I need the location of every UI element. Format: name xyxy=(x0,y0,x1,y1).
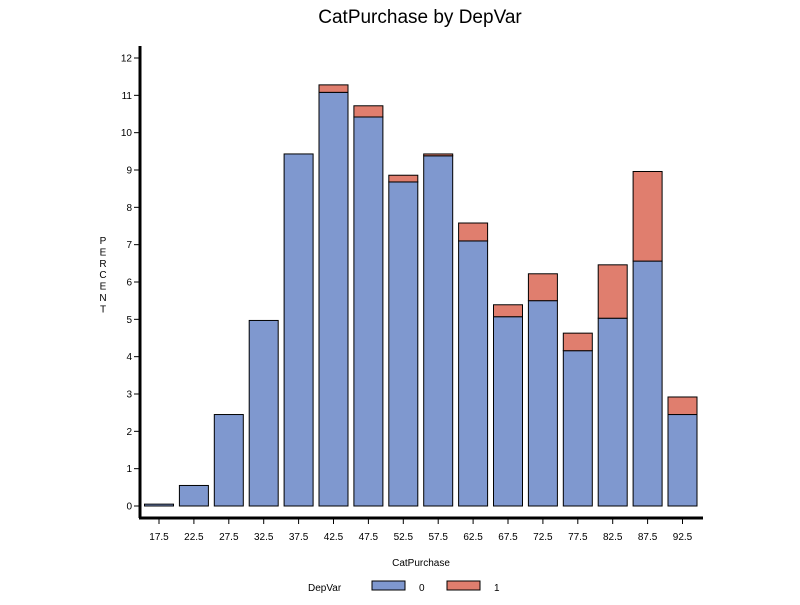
bar-segment-series-1 xyxy=(632,170,663,262)
x-tick-label: 27.5 xyxy=(219,532,239,543)
bar-segment-series-1 xyxy=(527,273,558,302)
bar-segment-series-0 xyxy=(597,317,628,507)
x-tick-label: 32.5 xyxy=(254,532,274,543)
bar-segment-series-0 xyxy=(283,153,314,507)
y-tick-label: 8 xyxy=(126,203,132,214)
bar-segment-series-1 xyxy=(562,332,593,352)
y-axis-label-letter: E xyxy=(100,247,107,258)
y-tick-label: 4 xyxy=(126,352,132,363)
x-ticks-layer: 17.5 22.5 27.5 32.5 37.5 42.5 47.5 52.5 57.5 62.5… xyxy=(149,518,693,543)
x-tick-label: 82.5 xyxy=(603,532,623,543)
y-axis-label-letter: R xyxy=(99,259,106,270)
bar-segment-series-0 xyxy=(423,155,454,507)
bar-segment-series-0 xyxy=(318,91,349,507)
legend-title: DepVar xyxy=(308,583,342,594)
y-tick-label: 10 xyxy=(121,128,133,139)
bar-segment-series-1 xyxy=(458,222,489,242)
x-tick-label: 37.5 xyxy=(289,532,309,543)
x-tick-label: 72.5 xyxy=(533,532,553,543)
y-tick-label: 9 xyxy=(126,166,132,177)
legend-swatch-series-1 xyxy=(446,580,481,591)
bar-segment-series-0 xyxy=(144,503,174,507)
bar-segment-series-0 xyxy=(527,300,558,507)
bar-segment-series-0 xyxy=(388,181,419,507)
y-tick-label: 5 xyxy=(126,315,132,326)
x-tick-label: 52.5 xyxy=(394,532,414,543)
y-tick-label: 1 xyxy=(126,464,132,475)
y-axis-label-letter: T xyxy=(100,304,106,315)
x-tick-label: 92.5 xyxy=(673,532,693,543)
bar-segment-series-0 xyxy=(458,240,489,507)
y-tick-label: 2 xyxy=(126,427,132,438)
y-axis-label-letter: E xyxy=(100,282,107,293)
x-tick-label: 22.5 xyxy=(184,532,204,543)
y-axis-label-letter: N xyxy=(99,293,106,304)
x-tick-label: 87.5 xyxy=(638,532,658,543)
bar-segment-series-0 xyxy=(213,414,244,507)
y-tick-label: 3 xyxy=(126,390,132,401)
bar-segment-series-0 xyxy=(178,484,209,507)
chart-title: CatPurchase by DepVar xyxy=(318,7,522,28)
bar-segment-series-0 xyxy=(667,414,698,507)
x-tick-label: 47.5 xyxy=(359,532,379,543)
y-tick-label: 0 xyxy=(126,502,132,513)
y-axis-label-letter: P xyxy=(100,236,107,247)
y-tick-label: 6 xyxy=(126,278,132,289)
legend-swatch-series-0 xyxy=(371,580,406,591)
bar-segment-series-1 xyxy=(353,105,384,118)
bar-segment-series-1 xyxy=(388,174,419,183)
bar-segment-series-0 xyxy=(562,350,593,507)
bar-segment-series-1 xyxy=(597,264,628,319)
x-tick-label: 67.5 xyxy=(498,532,518,543)
x-tick-label: 57.5 xyxy=(428,532,448,543)
x-tick-label: 42.5 xyxy=(324,532,344,543)
x-axis-label: CatPurchase xyxy=(392,558,450,569)
legend-label-series-1: 1 xyxy=(494,583,500,594)
bar-segment-series-0 xyxy=(353,116,384,507)
y-tick-label: 12 xyxy=(121,54,133,65)
bar-segment-series-0 xyxy=(632,260,663,507)
legend-label-series-0: 0 xyxy=(419,583,425,594)
x-tick-label: 77.5 xyxy=(568,532,588,543)
bar-segment-series-1 xyxy=(667,396,698,416)
bar-segment-series-0 xyxy=(493,316,523,507)
y-tick-label: 11 xyxy=(122,91,133,102)
y-tick-label: 7 xyxy=(126,240,132,251)
x-tick-label: 62.5 xyxy=(463,532,483,543)
bar-segment-series-1 xyxy=(423,153,454,157)
bar-segment-series-0 xyxy=(248,319,279,507)
bars-layer xyxy=(144,84,698,507)
x-tick-label: 17.5 xyxy=(149,532,169,543)
bar-segment-series-1 xyxy=(493,304,523,318)
y-axis-label-letter: C xyxy=(99,270,106,281)
bar-segment-series-1 xyxy=(318,84,349,93)
